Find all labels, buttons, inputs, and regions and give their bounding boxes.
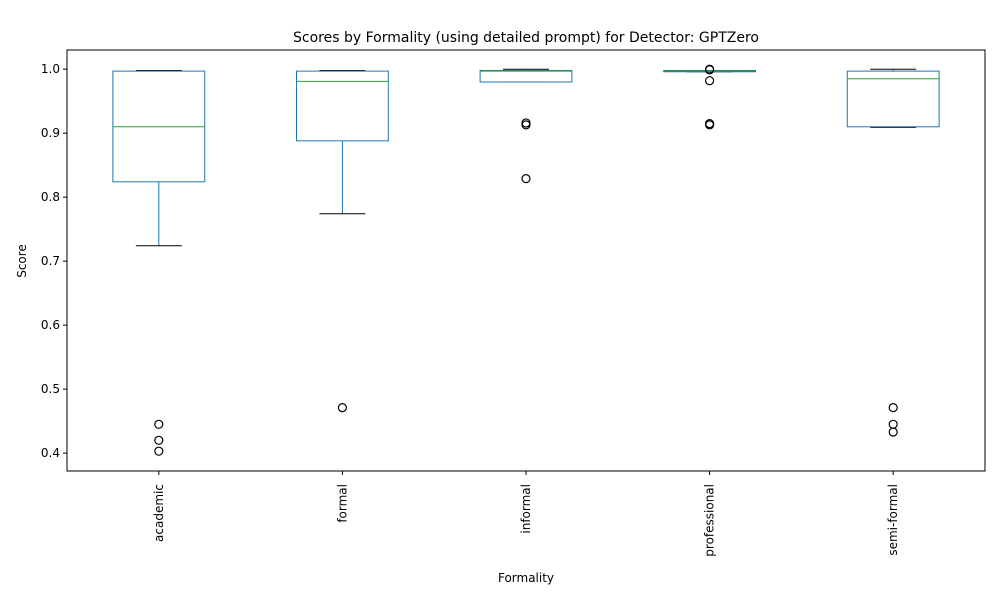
outlier-point (888, 403, 898, 413)
outlier-point (888, 427, 898, 437)
y-tick-label: 0.7 (41, 254, 60, 268)
outlier-point (704, 65, 715, 75)
outlier-point (521, 120, 531, 130)
x-tick-label: formal (335, 484, 349, 523)
x-tick-label: professional (703, 484, 717, 557)
y-tick-label: 0.6 (41, 318, 60, 332)
iqr-box (479, 69, 573, 83)
x-tick-label: semi-formal (886, 484, 900, 556)
iqr-box (846, 70, 940, 128)
y-tick-label: 0.8 (41, 190, 60, 204)
y-tick-label: 0.5 (41, 382, 60, 396)
x-tick-label: informal (519, 484, 533, 534)
iqr-box (296, 70, 389, 142)
outlier-point (154, 419, 164, 429)
outlier-point (337, 403, 347, 413)
y-axis-label: Score (15, 244, 29, 278)
outlier-point (704, 76, 715, 86)
outlier-point (704, 120, 715, 130)
outlier-point (154, 435, 164, 445)
x-axis-label: Formality (498, 571, 554, 585)
chart-title: Scores by Formality (using detailed prom… (293, 30, 759, 46)
outlier-point (521, 174, 531, 184)
plot-area: 0.4 0.5 0.6 0.7 0.8 0.9 1.0 academic formal infor… (41, 62, 940, 557)
x-tick-label: academic (152, 484, 166, 542)
outlier-point (521, 118, 531, 128)
outlier-point (154, 446, 164, 456)
plot-frame (66, 49, 986, 472)
y-tick-label: 0.9 (41, 126, 60, 140)
outlier-point (888, 419, 898, 429)
y-tick-label: 1.0 (41, 62, 60, 76)
y-tick-label: 0.4 (41, 446, 60, 460)
